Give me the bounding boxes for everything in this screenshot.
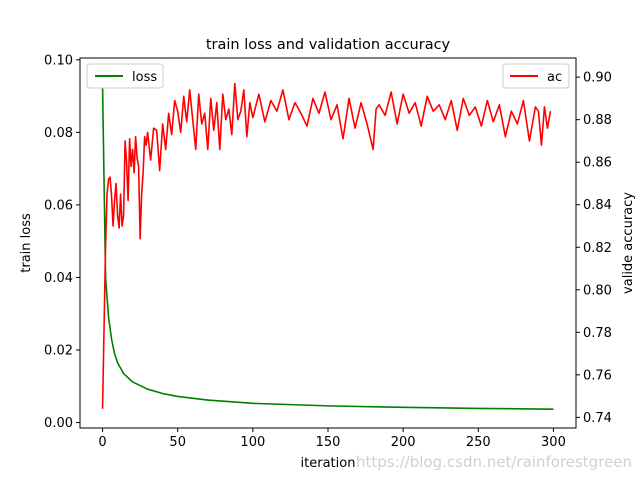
x-tick-label: 0 xyxy=(98,435,106,450)
x-axis-label: iteration xyxy=(301,456,356,471)
x-tick-label: 200 xyxy=(391,435,416,450)
y-left-tick-label: 0.06 xyxy=(44,198,73,213)
x-tick-label: 50 xyxy=(169,435,186,450)
legend-loss: loss xyxy=(86,63,164,89)
y-right-tick-label: 0.78 xyxy=(583,326,612,341)
x-tick-label: 100 xyxy=(240,435,265,450)
x-axis: 0 50 100 150 200 250 300 xyxy=(98,428,566,450)
y-left-tick-label: 0.10 xyxy=(44,53,73,68)
y-left-tick-label: 0.04 xyxy=(44,271,73,286)
y-left-tick-label: 0.02 xyxy=(44,344,73,359)
y-right-tick-label: 0.76 xyxy=(583,368,612,383)
legend-ac: ac xyxy=(502,63,570,89)
y-axis-right-label: valide accuracy xyxy=(621,192,636,294)
legend-loss-label: loss xyxy=(132,70,157,85)
series-line-ac xyxy=(101,82,552,409)
y-right-tick-label: 0.88 xyxy=(583,113,612,128)
legend-loss-box xyxy=(86,63,164,89)
y-left-tick-label: 0.08 xyxy=(44,126,73,141)
watermark: https://blog.csdn.net/rainforestgreen xyxy=(356,453,632,471)
series-line-loss xyxy=(101,85,554,410)
y-right-tick-label: 0.90 xyxy=(583,71,612,86)
y-right-tick-label: 0.74 xyxy=(583,411,612,426)
y-left-tick-label: 0.00 xyxy=(44,416,73,431)
y-axis-right: 0.74 0.76 0.78 0.80 0.82 0.84 0.86 0.88 0.90 xyxy=(576,71,612,426)
y-right-tick-label: 0.84 xyxy=(583,198,612,213)
x-tick-label: 300 xyxy=(541,435,566,450)
y-right-tick-label: 0.82 xyxy=(583,241,612,256)
y-axis-left-label: train loss xyxy=(19,213,34,273)
y-right-tick-label: 0.80 xyxy=(583,283,612,298)
legend-ac-label: ac xyxy=(547,70,562,85)
plot-area xyxy=(101,82,554,410)
chart-title: train loss and validation accuracy xyxy=(206,37,451,53)
x-tick-label: 250 xyxy=(466,435,491,450)
y-right-tick-label: 0.86 xyxy=(583,156,612,171)
y-axis-left: 0.00 0.02 0.04 0.06 0.08 0.10 xyxy=(44,53,80,431)
x-tick-label: 150 xyxy=(316,435,341,450)
